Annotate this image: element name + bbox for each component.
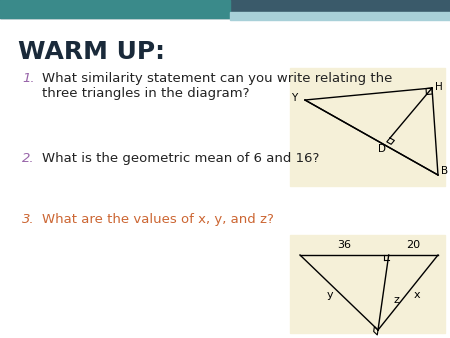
Text: y: y	[326, 290, 333, 299]
Bar	[0, 0, 230, 18]
Text: What are the values of x, y, and z?: What are the values of x, y, and z?	[42, 213, 274, 226]
Text: D: D	[378, 144, 386, 154]
Text: WARM UP:: WARM UP:	[18, 40, 165, 64]
Text: 20: 20	[406, 240, 420, 250]
Bar	[0, 0, 450, 18]
Bar	[290, 68, 445, 186]
Text: 1.: 1.	[22, 72, 35, 85]
Text: Y: Y	[291, 93, 297, 103]
Text: B: B	[441, 166, 448, 176]
Text: What similarity statement can you write relating the: What similarity statement can you write …	[42, 72, 392, 85]
Text: z: z	[394, 295, 400, 305]
Bar	[290, 235, 445, 333]
Text: H: H	[435, 82, 443, 92]
Text: 3.: 3.	[22, 213, 35, 226]
Text: three triangles in the diagram?: three triangles in the diagram?	[42, 87, 249, 100]
Text: What is the geometric mean of 6 and 16?: What is the geometric mean of 6 and 16?	[42, 152, 320, 165]
Bar	[230, 12, 450, 20]
Text: 2.: 2.	[22, 152, 35, 165]
Text: 36: 36	[338, 240, 351, 250]
Text: x: x	[414, 290, 421, 299]
